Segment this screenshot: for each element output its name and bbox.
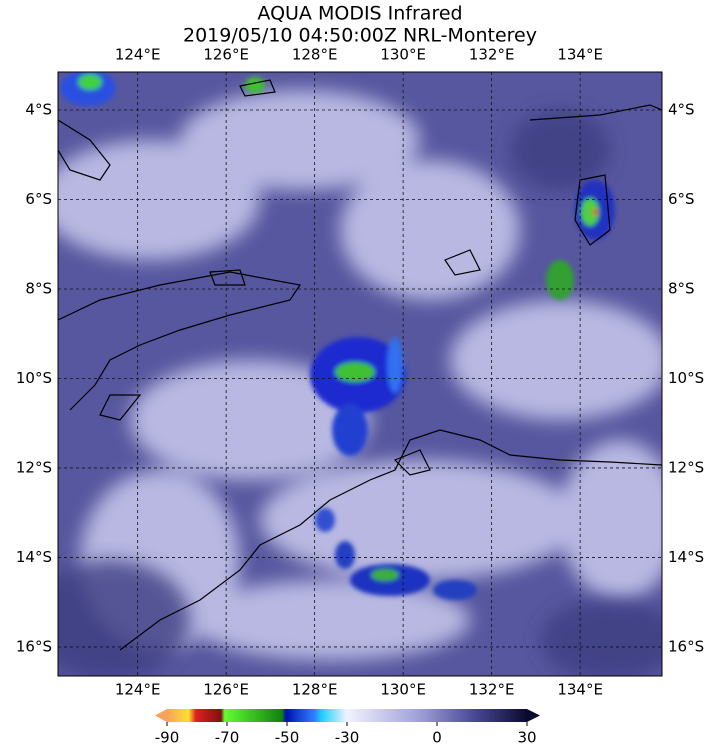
lon-label: 130°E: [380, 46, 426, 64]
lat-label: 10°S: [16, 369, 52, 387]
lon-label: 124°E: [115, 681, 161, 699]
lat-label: 16°S: [668, 637, 704, 655]
lon-label: 128°E: [292, 46, 338, 64]
lat-label: 4°S: [668, 101, 695, 119]
lat-label: 12°S: [668, 458, 704, 476]
lon-label: 134°E: [557, 46, 603, 64]
lat-label: 8°S: [668, 279, 695, 297]
lon-label: 132°E: [469, 46, 515, 64]
lat-label: 16°S: [16, 637, 52, 655]
lat-label: 14°S: [668, 548, 704, 566]
colorbar-tick-label: -90: [155, 729, 180, 747]
lon-label: 134°E: [557, 681, 603, 699]
lon-label: 132°E: [469, 681, 515, 699]
colorbar-tick-label: -30: [335, 729, 360, 747]
lon-label: 130°E: [380, 681, 426, 699]
satellite-image: [58, 72, 662, 676]
lat-label: 10°S: [668, 369, 704, 387]
lat-label: 12°S: [16, 458, 52, 476]
colorbar-tick-label: -50: [275, 729, 300, 747]
lon-label: 124°E: [115, 46, 161, 64]
lon-label: 126°E: [203, 681, 249, 699]
colorbar-tick-label: 0: [432, 729, 442, 747]
lat-label: 6°S: [25, 190, 52, 208]
lon-label: 126°E: [203, 46, 249, 64]
lon-label: 128°E: [292, 681, 338, 699]
lat-label: 14°S: [16, 548, 52, 566]
colorbar-tick-label: -70: [215, 729, 240, 747]
lat-label: 6°S: [668, 190, 695, 208]
colorbar: [155, 709, 540, 722]
colorbar-tick-label: 30: [517, 729, 536, 747]
lat-label: 8°S: [25, 279, 52, 297]
subtitle: 2019/05/10 04:50:00Z NRL-Monterey: [183, 25, 537, 47]
map-frame: [57, 71, 663, 677]
lat-label: 4°S: [25, 101, 52, 119]
title: AQUA MODIS Infrared: [257, 3, 462, 25]
